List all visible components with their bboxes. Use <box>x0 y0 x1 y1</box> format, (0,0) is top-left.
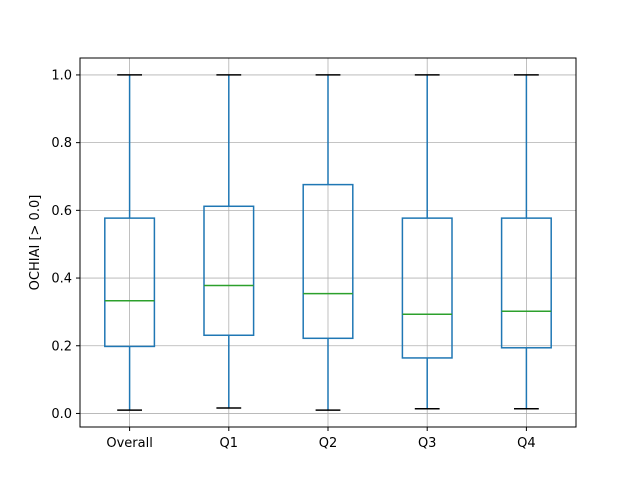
box-q1 <box>203 205 255 337</box>
axes: 0.0 0.2 0.4 0.6 0.8 1.0 Overall Q1 Q2 Q3 Q4 <box>51 57 577 451</box>
y-tick-label: 0.0 <box>51 407 72 422</box>
y-axis-label: OCHIAI [> 0.0] <box>28 195 43 291</box>
box-overall <box>104 217 156 348</box>
y-tick-label: 0.6 <box>51 204 72 219</box>
y-tick-label: 1.0 <box>51 68 72 83</box>
x-tick-label: Q1 <box>220 436 239 451</box>
box-q4 <box>500 217 552 349</box>
x-tick-label: Q4 <box>517 436 536 451</box>
y-tick-label: 0.8 <box>51 136 72 151</box>
x-tick-label: Q3 <box>418 436 437 451</box>
y-tick-label: 0.4 <box>51 272 72 287</box>
box-q2 <box>302 183 354 340</box>
box-q3 <box>401 217 453 359</box>
y-tick-label: 0.2 <box>51 339 72 354</box>
x-tick-label: Overall <box>106 436 152 451</box>
boxes <box>104 74 552 411</box>
x-tick-label: Q2 <box>319 436 338 451</box>
